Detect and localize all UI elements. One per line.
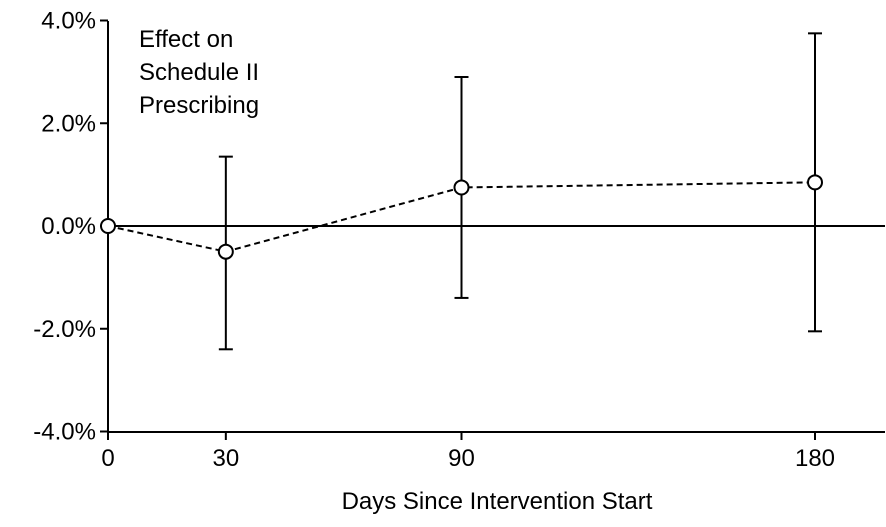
data-point <box>100 218 116 234</box>
y-tick-label: 2.0% <box>41 110 96 137</box>
series-line <box>107 181 816 253</box>
y-tick-label: 4.0% <box>41 8 96 35</box>
x-tick-label: 30 <box>212 445 239 472</box>
x-tick-label: 180 <box>795 445 835 472</box>
x-tick-label: 0 <box>101 445 114 472</box>
data-point <box>453 179 470 196</box>
x-axis: 0 30 90 180 <box>101 431 885 472</box>
y-axis: 4.0% 2.0% 0.0% -2.0% -4.0% <box>33 8 109 446</box>
data-point <box>217 243 234 260</box>
y-tick-label: 0.0% <box>41 213 96 240</box>
data-point <box>807 174 823 191</box>
series <box>100 32 823 351</box>
annotation-line-3: Prescribing <box>139 92 259 119</box>
x-axis-label: Days Since Intervention Start <box>342 488 653 515</box>
annotation-line-2: Schedule II <box>139 59 259 86</box>
y-tick-label: -2.0% <box>33 316 96 343</box>
annotation-line-1: Effect on <box>139 26 233 53</box>
x-tick-label: 90 <box>448 445 475 472</box>
y-tick-label: -4.0% <box>33 419 96 446</box>
